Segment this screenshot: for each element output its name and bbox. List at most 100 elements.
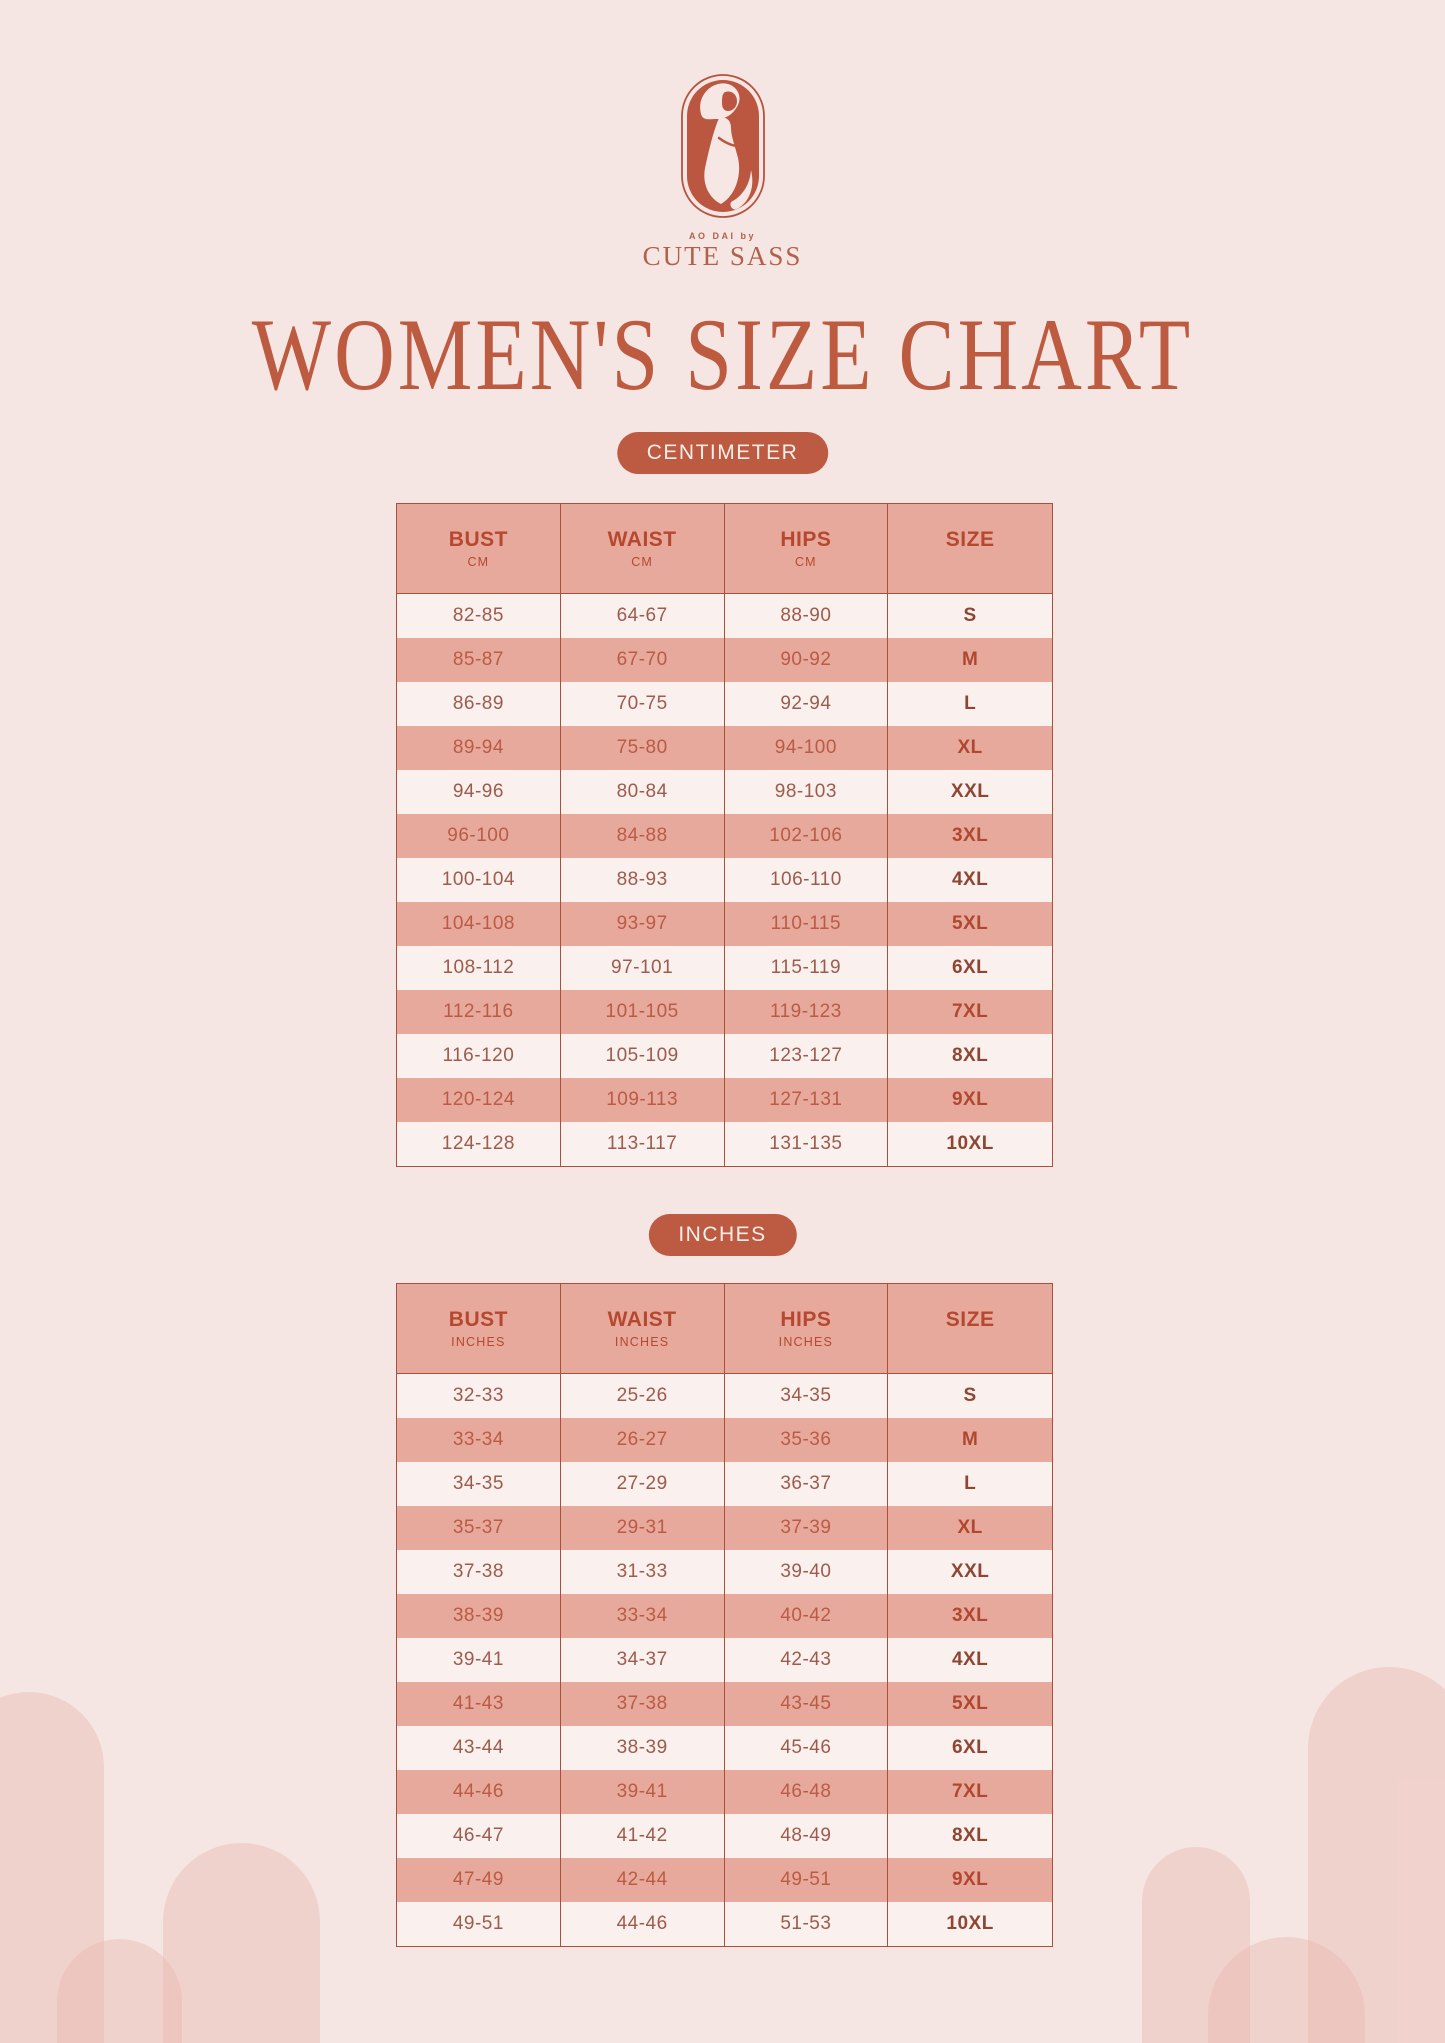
arch-decoration-bottom-right-large	[1308, 1667, 1445, 2043]
measurement-cell: 110-115	[724, 902, 889, 946]
measurement-cell: 32-33	[397, 1374, 561, 1418]
measurement-cell: 34-35	[397, 1462, 561, 1506]
column-unit-label: INCHES	[451, 1334, 506, 1349]
measurement-cell: 51-53	[724, 1902, 889, 1946]
size-cell: 7XL	[888, 990, 1052, 1034]
size-cell: XXL	[888, 1550, 1052, 1594]
brand-tagline: AO DAI by	[688, 231, 756, 241]
size-cell: 4XL	[888, 1638, 1052, 1682]
column-unit-label: CM	[794, 554, 817, 569]
size-cell: 9XL	[888, 1858, 1052, 1902]
arch-decoration-bottom-left-small	[57, 1939, 182, 2043]
measurement-cell: 42-44	[560, 1858, 725, 1902]
measurement-cell: 43-44	[397, 1726, 561, 1770]
size-cell: 5XL	[888, 1682, 1052, 1726]
measurement-cell: 109-113	[560, 1078, 725, 1122]
measurement-cell: 34-37	[560, 1638, 725, 1682]
measurement-cell: 102-106	[724, 814, 889, 858]
measurement-cell: 33-34	[397, 1418, 561, 1462]
measurement-cell: 108-112	[397, 946, 561, 990]
measurement-cell: 94-96	[397, 770, 561, 814]
measurement-cell: 44-46	[560, 1902, 725, 1946]
header-cell-size: SIZE	[888, 504, 1052, 594]
column-label: BUST	[448, 1307, 508, 1331]
column-unit-label: CM	[467, 554, 490, 569]
measurement-cell: 40-42	[724, 1594, 889, 1638]
measurement-cell: 37-39	[724, 1506, 889, 1550]
measurement-cell: 39-40	[724, 1550, 889, 1594]
brand-name: CUTE SASS	[642, 241, 803, 271]
measurement-cell: 42-43	[724, 1638, 889, 1682]
size-cell: 5XL	[888, 902, 1052, 946]
measurement-cell: 80-84	[560, 770, 725, 814]
size-cell: 7XL	[888, 1770, 1052, 1814]
measurement-cell: 29-31	[560, 1506, 725, 1550]
measurement-cell: 75-80	[560, 726, 725, 770]
column-label: BUST	[448, 527, 508, 551]
size-cell: 3XL	[888, 1594, 1052, 1638]
measurement-cell: 41-42	[560, 1814, 725, 1858]
size-table-centimeter: BUST CM WAIST CM HIPS CM SIZE 82-85 64-67 88-90 S 8…	[396, 503, 1053, 1167]
size-cell: XL	[888, 726, 1052, 770]
header-cell-waist: WAIST INCHES	[560, 1284, 725, 1374]
size-cell: 6XL	[888, 1726, 1052, 1770]
size-cell: L	[888, 682, 1052, 726]
measurement-cell: 124-128	[397, 1122, 561, 1166]
measurement-cell: 106-110	[724, 858, 889, 902]
size-cell: S	[888, 594, 1052, 638]
measurement-cell: 39-41	[397, 1638, 561, 1682]
measurement-cell: 98-103	[724, 770, 889, 814]
measurement-cell: 47-49	[397, 1858, 561, 1902]
measurement-cell: 105-109	[560, 1034, 725, 1078]
size-cell: 10XL	[888, 1122, 1052, 1166]
header-cell-bust: BUST INCHES	[397, 1284, 561, 1374]
measurement-cell: 46-47	[397, 1814, 561, 1858]
measurement-cell: 88-90	[724, 594, 889, 638]
size-cell: M	[888, 638, 1052, 682]
size-table-inches: BUST INCHES WAIST INCHES HIPS INCHES SIZE 32-33…	[396, 1283, 1053, 1947]
measurement-cell: 127-131	[724, 1078, 889, 1122]
measurement-cell: 90-92	[724, 638, 889, 682]
measurement-cell: 44-46	[397, 1770, 561, 1814]
measurement-cell: 123-127	[724, 1034, 889, 1078]
measurement-cell: 45-46	[724, 1726, 889, 1770]
column-unit-label: CM	[631, 554, 654, 569]
size-cell: 10XL	[888, 1902, 1052, 1946]
size-cell: S	[888, 1374, 1052, 1418]
measurement-cell: 35-37	[397, 1506, 561, 1550]
page-title: WOMEN'S SIZE CHART	[251, 298, 1194, 413]
header-cell-size: SIZE	[888, 1284, 1052, 1374]
measurement-cell: 88-93	[560, 858, 725, 902]
size-cell: 9XL	[888, 1078, 1052, 1122]
measurement-cell: 37-38	[560, 1682, 725, 1726]
measurement-cell: 112-116	[397, 990, 561, 1034]
measurement-cell: 67-70	[560, 638, 725, 682]
column-label: HIPS	[780, 1307, 832, 1331]
measurement-cell: 92-94	[724, 682, 889, 726]
size-cell: 4XL	[888, 858, 1052, 902]
measurement-cell: 38-39	[560, 1726, 725, 1770]
brand-logo	[680, 74, 765, 218]
measurement-cell: 120-124	[397, 1078, 561, 1122]
arch-decoration-bottom-right-medium	[1142, 1847, 1250, 2043]
measurement-cell: 31-33	[560, 1550, 725, 1594]
measurement-cell: 94-100	[724, 726, 889, 770]
measurement-cell: 37-38	[397, 1550, 561, 1594]
column-unit-label: INCHES	[614, 1334, 670, 1349]
measurement-cell: 115-119	[724, 946, 889, 990]
measurement-cell: 113-117	[560, 1122, 725, 1166]
size-cell: XL	[888, 1506, 1052, 1550]
size-cell: 6XL	[888, 946, 1052, 990]
measurement-cell: 104-108	[397, 902, 561, 946]
measurement-cell: 41-43	[397, 1682, 561, 1726]
measurement-cell: 35-36	[724, 1418, 889, 1462]
measurement-cell: 100-104	[397, 858, 561, 902]
measurement-cell: 89-94	[397, 726, 561, 770]
measurement-cell: 48-49	[724, 1814, 889, 1858]
measurement-cell: 93-97	[560, 902, 725, 946]
measurement-cell: 38-39	[397, 1594, 561, 1638]
measurement-cell: 116-120	[397, 1034, 561, 1078]
header-cell-hips: HIPS CM	[724, 504, 889, 594]
measurement-cell: 43-45	[724, 1682, 889, 1726]
